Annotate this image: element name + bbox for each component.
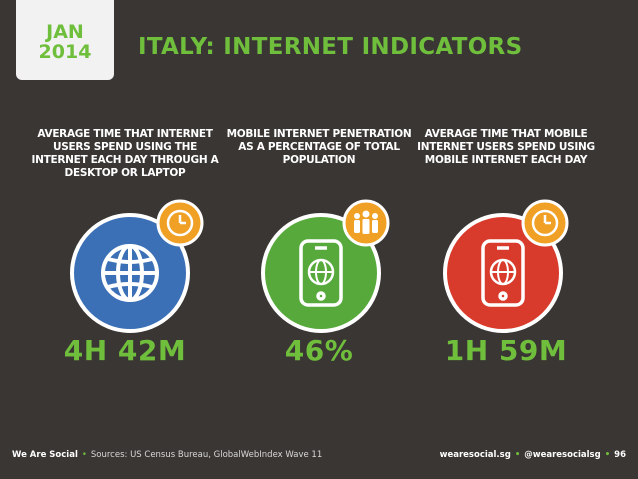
indicator-label: MOBILE INTERNET PENETRATION AS A PERCENT…	[226, 128, 412, 166]
smartphone-globe-icon	[251, 195, 391, 335]
footer-separator: •	[604, 450, 611, 460]
footer-right: wearesocial.sg • @wearesocialsg • 96	[440, 450, 626, 460]
indicator-value: 4H 42M	[63, 334, 187, 367]
indicator-value: 1H 59M	[444, 334, 568, 367]
indicator-label: AVERAGE TIME THAT MOBILE INTERNET USERS …	[417, 128, 595, 166]
footer: We Are Social • Sources: US Census Bureau,…	[0, 447, 638, 465]
date-month: JAN	[46, 21, 84, 43]
people-icon	[342, 199, 390, 247]
page-number: 96	[614, 450, 626, 460]
clock-icon	[156, 199, 204, 247]
footer-sources: Sources: US Census Bureau, GlobalWebInde…	[90, 450, 323, 460]
indicator-label: AVERAGE TIME THAT INTERNET USERS SPEND U…	[31, 128, 219, 179]
smartphone-globe-icon	[433, 195, 573, 335]
indicator-value: 46%	[284, 334, 354, 367]
footer-site-link[interactable]: wearesocial.sg	[439, 450, 511, 460]
footer-separator: •	[81, 450, 87, 460]
footer-separator: •	[514, 450, 521, 460]
footer-handle-link[interactable]: @wearesocialsg	[524, 450, 601, 460]
date-year: 2014	[38, 41, 92, 63]
globe-icon	[70, 195, 210, 335]
clock-icon	[521, 199, 569, 247]
date-tab: JAN 2014	[16, 0, 114, 80]
page-title: ITALY: INTERNET INDICATORS	[138, 34, 523, 60]
footer-brand: We Are Social	[12, 450, 78, 460]
footer-left: We Are Social • Sources: US Census Bureau,…	[12, 450, 322, 460]
